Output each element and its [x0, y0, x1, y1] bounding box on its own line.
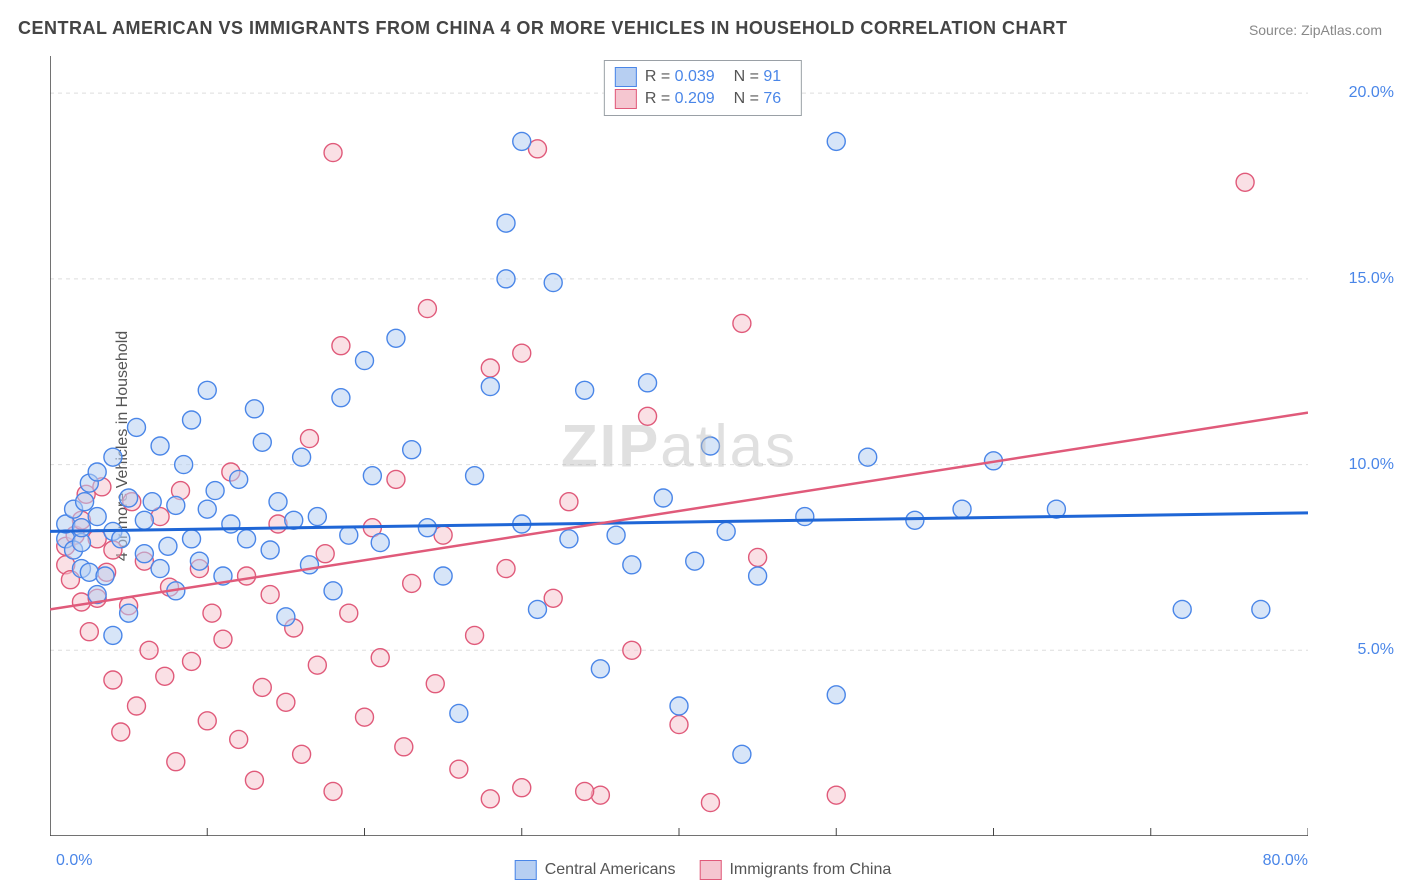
plot-area: ZIPatlas: [50, 56, 1308, 836]
y-tick-labels: 5.0% 10.0% 15.0% 20.0%: [1314, 56, 1394, 836]
legend-swatch: [615, 89, 637, 109]
legend-series-label: Immigrants from China: [729, 861, 891, 879]
legend-swatch: [515, 860, 537, 880]
legend-series-item: Central Americans: [515, 860, 676, 880]
legend-stat-text: R = 0.039 N = 91: [645, 68, 791, 86]
y-tick-label: 20.0%: [1349, 84, 1394, 102]
legend-swatch: [699, 860, 721, 880]
legend-series-item: Immigrants from China: [699, 860, 891, 880]
source-site: ZipAtlas.com: [1301, 22, 1382, 38]
y-tick-label: 15.0%: [1349, 270, 1394, 288]
x-tick-min: 0.0%: [56, 852, 92, 870]
legend-stats: R = 0.039 N = 91 R = 0.209 N = 76: [604, 60, 802, 116]
y-tick-label: 5.0%: [1358, 641, 1394, 659]
legend-series-label: Central Americans: [545, 861, 676, 879]
legend-stat-row: R = 0.039 N = 91: [615, 67, 791, 87]
source-label: Source:: [1249, 22, 1297, 38]
legend-stat-text: R = 0.209 N = 76: [645, 90, 791, 108]
chart-title: CENTRAL AMERICAN VS IMMIGRANTS FROM CHIN…: [18, 18, 1068, 39]
legend-stat-row: R = 0.209 N = 76: [615, 89, 791, 109]
legend-swatch: [615, 67, 637, 87]
x-tick-max: 80.0%: [1263, 852, 1308, 870]
legend-series: Central Americans Immigrants from China: [515, 860, 892, 880]
scatter-svg: [50, 56, 1308, 836]
source-attribution: Source: ZipAtlas.com: [1249, 22, 1382, 38]
y-tick-label: 10.0%: [1349, 456, 1394, 474]
